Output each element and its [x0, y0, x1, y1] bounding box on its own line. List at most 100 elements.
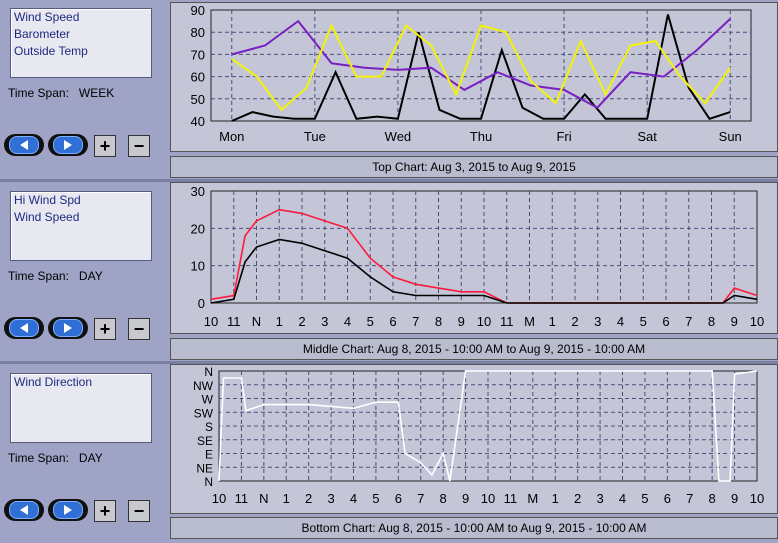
next-button[interactable] [48, 499, 88, 521]
x-tick-label: 10 [481, 491, 495, 506]
x-tick-label: 6 [662, 314, 669, 329]
x-tick-label: 9 [731, 491, 738, 506]
x-tick-label: 8 [708, 314, 715, 329]
x-tick-label: 1 [276, 314, 283, 329]
divider [0, 361, 778, 364]
timespan-label: Time Span: [8, 451, 69, 465]
left-arrow-icon [20, 323, 28, 333]
top-chart-caption: Top Chart: Aug 3, 2015 to Aug 9, 2015 [170, 156, 778, 178]
y-tick-label: 10 [191, 259, 205, 274]
right-arrow-icon [64, 505, 72, 515]
x-tick-label: 7 [685, 314, 692, 329]
y-tick-label: E [205, 448, 213, 462]
x-tick-label: 4 [617, 314, 624, 329]
x-tick-label: Wed [385, 129, 412, 144]
zoom-in-button[interactable]: + [94, 135, 116, 157]
series-item[interactable]: Barometer [14, 27, 71, 41]
x-tick-label: 11 [227, 314, 241, 329]
right-arrow-icon [64, 323, 72, 333]
x-tick-label: 5 [641, 491, 648, 506]
y-tick-label: NE [196, 461, 213, 475]
x-tick-label: 3 [596, 491, 603, 506]
y-tick-label: W [202, 393, 214, 407]
x-tick-label: 7 [417, 491, 424, 506]
timespan-value: WEEK [78, 86, 115, 100]
x-tick-label: 10 [750, 491, 764, 506]
x-tick-label: 3 [594, 314, 601, 329]
prev-button[interactable] [4, 134, 44, 156]
x-tick-label: 4 [344, 314, 351, 329]
y-tick-label: 0 [198, 296, 205, 311]
middle-chart[interactable]: 0 10 20 30 10 11 N 1 2 3 4 5 6 7 8 9 10 11 M 1 2 3 4 5 6 7 8 9 10 [170, 182, 778, 334]
y-tick-label: 80 [191, 25, 205, 40]
y-tick-label: 60 [191, 70, 205, 85]
x-tick-label: 8 [709, 491, 716, 506]
zoom-out-button[interactable]: − [128, 135, 150, 157]
y-tick-label: NW [193, 379, 214, 393]
x-tick-label: 11 [500, 314, 514, 329]
series-line [231, 23, 732, 112]
prev-button[interactable] [4, 317, 44, 339]
top-chart-svg: 40 50 60 70 80 90 Mon Tue Wed Thu Fri Sat Sun [191, 3, 752, 144]
bottom-series-list[interactable]: Wind Direction [10, 373, 152, 443]
x-tick-label: 9 [731, 314, 738, 329]
y-tick-label: 40 [191, 114, 205, 129]
x-tick-label: 5 [372, 491, 379, 506]
series-line [218, 370, 758, 482]
x-tick-label: 11 [235, 491, 249, 506]
left-arrow-icon [20, 140, 28, 150]
middle-chart-caption: Middle Chart: Aug 8, 2015 - 10:00 AM to … [170, 338, 778, 360]
zoom-in-button[interactable]: + [94, 500, 116, 522]
x-tick-label: 6 [389, 314, 396, 329]
y-tick-label: SE [197, 434, 213, 448]
top-series-list[interactable]: Wind Speed Barometer Outside Temp [10, 8, 152, 78]
x-tick-label: 4 [619, 491, 626, 506]
series-line [231, 18, 731, 109]
x-tick-label: 7 [686, 491, 693, 506]
middle-panel-controls: Hi Wind Spd Wind Speed Time Span: DAY + − [0, 183, 164, 361]
series-item[interactable]: Outside Temp [14, 44, 88, 58]
next-button[interactable] [48, 134, 88, 156]
y-tick-label: SW [194, 406, 214, 420]
x-tick-label: 6 [664, 491, 671, 506]
timespan-label: Time Span: [8, 86, 69, 100]
x-tick-label: 11 [504, 491, 517, 506]
top-chart[interactable]: 40 50 60 70 80 90 Mon Tue Wed Thu Fri Sat Sun [170, 2, 778, 152]
series-item[interactable]: Wind Speed [14, 10, 80, 24]
divider [0, 179, 778, 182]
middle-series-list[interactable]: Hi Wind Spd Wind Speed [10, 191, 152, 261]
zoom-in-button[interactable]: + [94, 318, 116, 340]
y-tick-label: 70 [191, 47, 205, 62]
x-tick-label: 10 [204, 314, 218, 329]
x-tick-label: 2 [571, 314, 578, 329]
x-tick-label: Fri [556, 129, 571, 144]
x-tick-label: 9 [462, 491, 469, 506]
y-tick-label: 50 [191, 92, 205, 107]
zoom-out-button[interactable]: − [128, 318, 150, 340]
x-tick-label: 5 [640, 314, 647, 329]
bottom-panel-controls: Wind Direction Time Span: DAY + − [0, 365, 164, 543]
bottom-chart[interactable]: N NE E SE S SW W NW N 10 11 N 1 2 3 4 5 6 7 8 9 10 11 M 1 2 3 4 5 6 7 8… [170, 364, 778, 514]
x-tick-label: N [252, 314, 261, 329]
x-tick-label: 1 [552, 491, 559, 506]
bottom-chart-caption: Bottom Chart: Aug 8, 2015 - 10:00 AM to … [170, 517, 778, 539]
timespan-value: DAY [78, 451, 103, 465]
zoom-out-button[interactable]: − [128, 500, 150, 522]
y-tick-label: 20 [191, 221, 205, 236]
x-tick-label: 1 [283, 491, 290, 506]
timespan-value: DAY [78, 269, 103, 283]
series-item[interactable]: Wind Speed [14, 210, 80, 224]
x-tick-label: Sun [719, 129, 742, 144]
x-tick-label: 2 [298, 314, 305, 329]
next-button[interactable] [48, 317, 88, 339]
x-tick-label: 10 [750, 314, 764, 329]
top-timespan: Time Span: WEEK [8, 86, 114, 100]
series-item[interactable]: Wind Direction [14, 375, 93, 389]
x-tick-label: 10 [477, 314, 491, 329]
x-tick-label: 2 [305, 491, 312, 506]
series-item[interactable]: Hi Wind Spd [14, 193, 81, 207]
x-tick-label: 8 [435, 314, 442, 329]
timespan-label: Time Span: [8, 269, 69, 283]
prev-button[interactable] [4, 499, 44, 521]
